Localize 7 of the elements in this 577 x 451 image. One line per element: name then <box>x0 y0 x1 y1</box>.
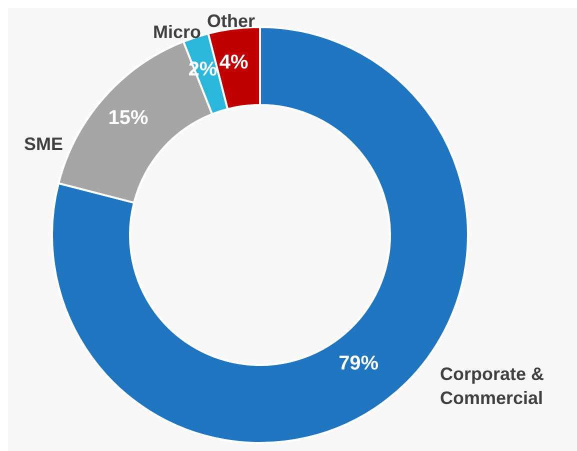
slice-label: Corporate & Commercial <box>440 364 544 408</box>
slice-label: Other <box>207 11 256 31</box>
data-label: 15% <box>108 107 148 130</box>
data-label: 79% <box>338 352 379 375</box>
slice-label: SME <box>24 134 63 154</box>
slice-label: Micro <box>152 22 201 42</box>
data-label: 4% <box>219 51 248 74</box>
